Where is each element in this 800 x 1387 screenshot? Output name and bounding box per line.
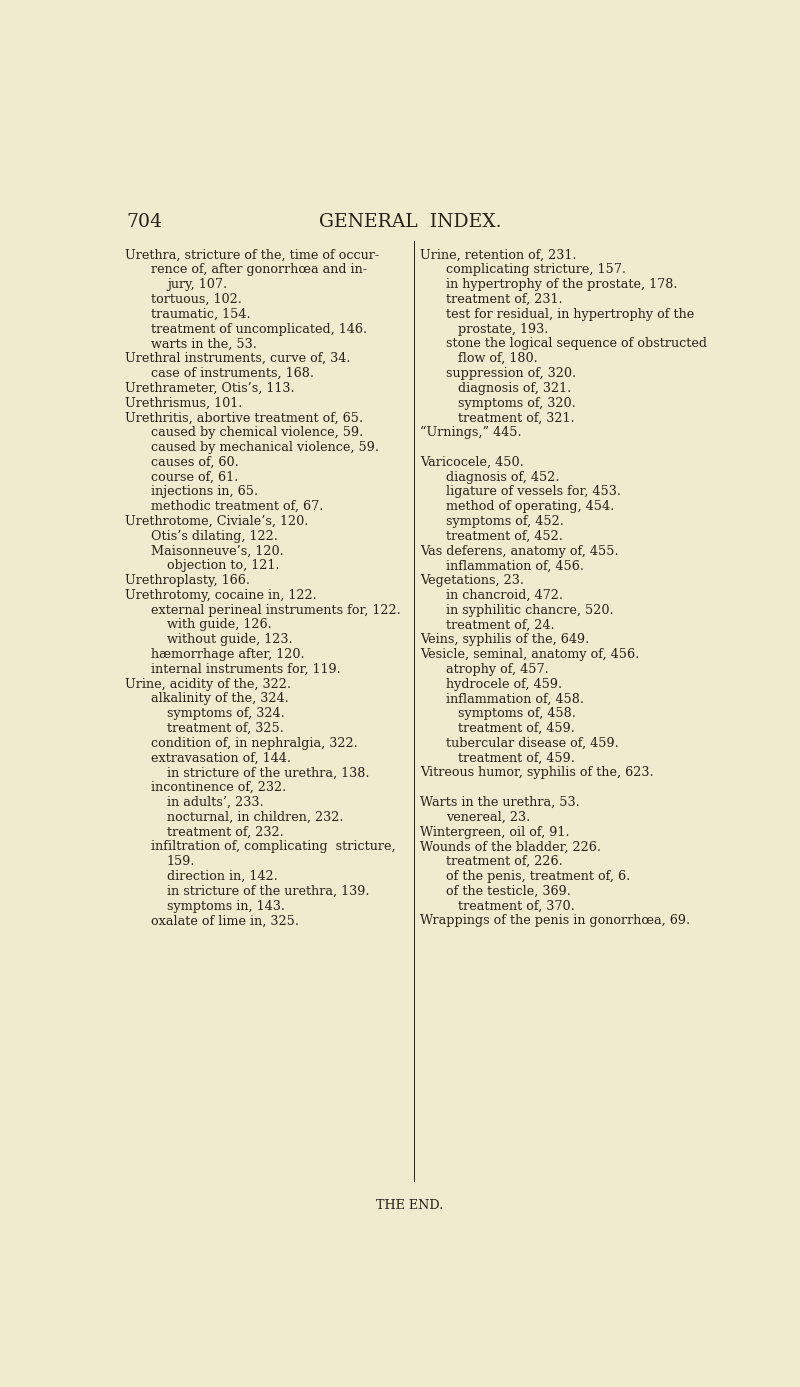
Text: Warts in the urethra, 53.: Warts in the urethra, 53. — [420, 796, 580, 809]
Text: 159.: 159. — [167, 856, 195, 868]
Text: rence of, after gonorrhœa and in-: rence of, after gonorrhœa and in- — [151, 264, 367, 276]
Text: warts in the, 53.: warts in the, 53. — [151, 337, 257, 351]
Text: Vesicle, seminal, anatomy of, 456.: Vesicle, seminal, anatomy of, 456. — [420, 648, 639, 662]
Text: symptoms of, 452.: symptoms of, 452. — [446, 515, 564, 528]
Text: in adults’, 233.: in adults’, 233. — [167, 796, 263, 809]
Text: external perineal instruments for, 122.: external perineal instruments for, 122. — [151, 603, 401, 617]
Text: of the testicle, 369.: of the testicle, 369. — [446, 885, 571, 897]
Text: treatment of, 370.: treatment of, 370. — [458, 900, 575, 913]
Text: symptoms in, 143.: symptoms in, 143. — [167, 900, 285, 913]
Text: causes of, 60.: causes of, 60. — [151, 456, 238, 469]
Text: diagnosis of, 321.: diagnosis of, 321. — [458, 381, 572, 395]
Text: direction in, 142.: direction in, 142. — [167, 870, 278, 884]
Text: infiltration of, complicating  stricture,: infiltration of, complicating stricture, — [151, 841, 395, 853]
Text: traumatic, 154.: traumatic, 154. — [151, 308, 250, 320]
Text: in hypertrophy of the prostate, 178.: in hypertrophy of the prostate, 178. — [446, 279, 678, 291]
Text: methodic treatment of, 67.: methodic treatment of, 67. — [151, 501, 323, 513]
Text: hæmorrhage after, 120.: hæmorrhage after, 120. — [151, 648, 305, 662]
Text: of the penis, treatment of, 6.: of the penis, treatment of, 6. — [446, 870, 630, 884]
Text: symptoms of, 458.: symptoms of, 458. — [458, 707, 576, 720]
Text: treatment of, 459.: treatment of, 459. — [458, 723, 575, 735]
Text: alkalinity of the, 324.: alkalinity of the, 324. — [151, 692, 289, 706]
Text: treatment of, 231.: treatment of, 231. — [446, 293, 562, 307]
Text: tubercular disease of, 459.: tubercular disease of, 459. — [446, 736, 618, 750]
Text: Maisonneuve’s, 120.: Maisonneuve’s, 120. — [151, 545, 283, 558]
Text: oxalate of lime in, 325.: oxalate of lime in, 325. — [151, 914, 299, 928]
Text: hydrocele of, 459.: hydrocele of, 459. — [446, 678, 562, 691]
Text: treatment of uncomplicated, 146.: treatment of uncomplicated, 146. — [151, 323, 367, 336]
Text: GENERAL  INDEX.: GENERAL INDEX. — [318, 214, 502, 232]
Text: Urethrotome, Civiale’s, 120.: Urethrotome, Civiale’s, 120. — [125, 515, 308, 528]
Text: jury, 107.: jury, 107. — [167, 279, 227, 291]
Text: test for residual, in hypertrophy of the: test for residual, in hypertrophy of the — [446, 308, 694, 320]
Text: caused by chemical violence, 59.: caused by chemical violence, 59. — [151, 426, 363, 440]
Text: THE END.: THE END. — [376, 1200, 444, 1212]
Text: Wounds of the bladder, 226.: Wounds of the bladder, 226. — [420, 841, 601, 853]
Text: inflammation of, 458.: inflammation of, 458. — [446, 692, 584, 706]
Text: injections in, 65.: injections in, 65. — [151, 485, 258, 498]
Text: Vitreous humor, syphilis of the, 623.: Vitreous humor, syphilis of the, 623. — [420, 767, 654, 779]
Text: Urine, retention of, 231.: Urine, retention of, 231. — [420, 248, 577, 262]
Text: Varicocele, 450.: Varicocele, 450. — [420, 456, 524, 469]
Text: symptoms of, 324.: symptoms of, 324. — [167, 707, 285, 720]
Text: ligature of vessels for, 453.: ligature of vessels for, 453. — [446, 485, 621, 498]
Text: method of operating, 454.: method of operating, 454. — [446, 501, 614, 513]
Text: without guide, 123.: without guide, 123. — [167, 634, 293, 646]
Text: incontinence of, 232.: incontinence of, 232. — [151, 781, 286, 795]
Text: treatment of, 232.: treatment of, 232. — [167, 825, 284, 839]
Text: treatment of, 321.: treatment of, 321. — [458, 412, 575, 424]
Text: course of, 61.: course of, 61. — [151, 470, 238, 484]
Text: Urethral instruments, curve of, 34.: Urethral instruments, curve of, 34. — [125, 352, 350, 365]
Text: Wintergreen, oil of, 91.: Wintergreen, oil of, 91. — [420, 825, 570, 839]
Text: objection to, 121.: objection to, 121. — [167, 559, 279, 573]
Text: treatment of, 459.: treatment of, 459. — [458, 752, 575, 764]
Text: Otis’s dilating, 122.: Otis’s dilating, 122. — [151, 530, 278, 542]
Text: Urethrotomy, cocaine in, 122.: Urethrotomy, cocaine in, 122. — [125, 589, 317, 602]
Text: Urethrameter, Otis’s, 113.: Urethrameter, Otis’s, 113. — [125, 381, 294, 395]
Text: in stricture of the urethra, 139.: in stricture of the urethra, 139. — [167, 885, 370, 897]
Text: extravasation of, 144.: extravasation of, 144. — [151, 752, 291, 764]
Text: prostate, 193.: prostate, 193. — [458, 323, 549, 336]
Text: treatment of, 452.: treatment of, 452. — [446, 530, 563, 542]
Text: nocturnal, in children, 232.: nocturnal, in children, 232. — [167, 811, 343, 824]
Text: inflammation of, 456.: inflammation of, 456. — [446, 559, 584, 573]
Text: complicating stricture, 157.: complicating stricture, 157. — [446, 264, 626, 276]
Text: in syphilitic chancre, 520.: in syphilitic chancre, 520. — [446, 603, 614, 617]
Text: Urethrismus, 101.: Urethrismus, 101. — [125, 397, 242, 409]
Text: venereal, 23.: venereal, 23. — [446, 811, 530, 824]
Text: stone the logical sequence of obstructed: stone the logical sequence of obstructed — [446, 337, 707, 351]
Text: “Urnings,” 445.: “Urnings,” 445. — [420, 426, 522, 440]
Text: diagnosis of, 452.: diagnosis of, 452. — [446, 470, 559, 484]
Text: suppression of, 320.: suppression of, 320. — [446, 368, 576, 380]
Text: internal instruments for, 119.: internal instruments for, 119. — [151, 663, 341, 675]
Text: Urethroplasty, 166.: Urethroplasty, 166. — [125, 574, 250, 587]
Text: Vegetations, 23.: Vegetations, 23. — [420, 574, 524, 587]
Text: with guide, 126.: with guide, 126. — [167, 619, 272, 631]
Text: atrophy of, 457.: atrophy of, 457. — [446, 663, 549, 675]
Text: in chancroid, 472.: in chancroid, 472. — [446, 589, 563, 602]
Text: treatment of, 226.: treatment of, 226. — [446, 856, 562, 868]
Text: treatment of, 325.: treatment of, 325. — [167, 723, 284, 735]
Text: treatment of, 24.: treatment of, 24. — [446, 619, 554, 631]
Text: Urine, acidity of the, 322.: Urine, acidity of the, 322. — [125, 678, 291, 691]
Text: caused by mechanical violence, 59.: caused by mechanical violence, 59. — [151, 441, 379, 454]
Text: tortuous, 102.: tortuous, 102. — [151, 293, 242, 307]
Text: Urethra, stricture of the, time of occur-: Urethra, stricture of the, time of occur… — [125, 248, 379, 262]
Text: symptoms of, 320.: symptoms of, 320. — [458, 397, 576, 409]
Text: condition of, in nephralgia, 322.: condition of, in nephralgia, 322. — [151, 736, 358, 750]
Text: Wrappings of the penis in gonorrhœa, 69.: Wrappings of the penis in gonorrhœa, 69. — [420, 914, 690, 928]
Text: flow of, 180.: flow of, 180. — [458, 352, 538, 365]
Text: Veins, syphilis of the, 649.: Veins, syphilis of the, 649. — [420, 634, 589, 646]
Text: Vas deferens, anatomy of, 455.: Vas deferens, anatomy of, 455. — [420, 545, 618, 558]
Text: in stricture of the urethra, 138.: in stricture of the urethra, 138. — [167, 767, 370, 779]
Text: 704: 704 — [126, 214, 162, 232]
Text: case of instruments, 168.: case of instruments, 168. — [151, 368, 314, 380]
Text: Urethritis, abortive treatment of, 65.: Urethritis, abortive treatment of, 65. — [125, 412, 363, 424]
